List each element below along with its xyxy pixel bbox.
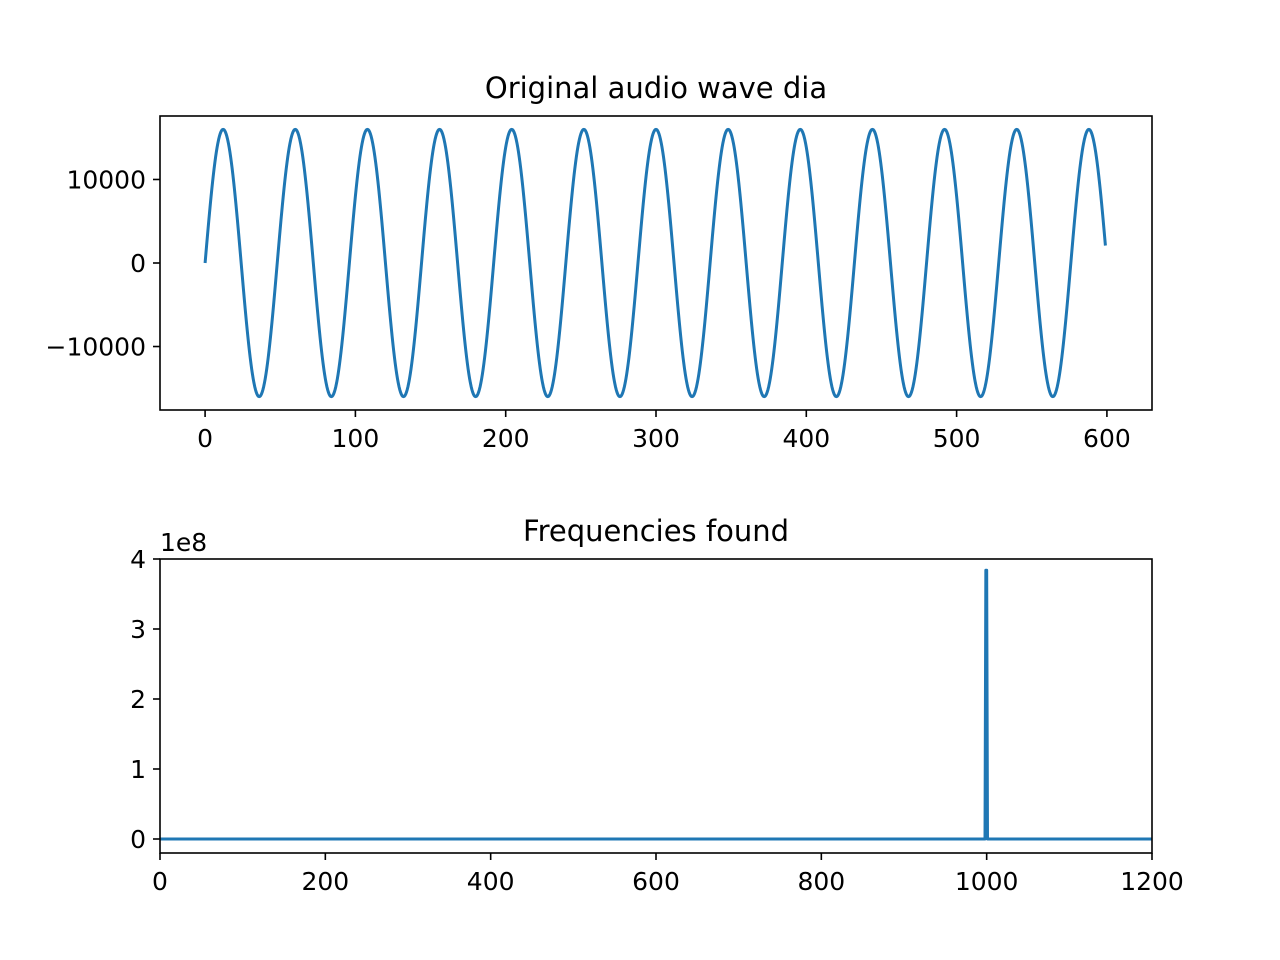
x-tick-label-0-5: 500 (933, 424, 981, 453)
x-tick-label-1-3: 600 (632, 867, 680, 896)
y-offset-label-1: 1e8 (160, 528, 207, 557)
x-tick-label-1-1: 200 (301, 867, 349, 896)
y-tick-label-0-0: −10000 (46, 333, 146, 362)
x-tick-label-0-1: 100 (332, 424, 380, 453)
x-tick-label-0-6: 600 (1083, 424, 1131, 453)
y-tick-label-1-2: 2 (130, 685, 146, 714)
x-tick-label-0-4: 400 (782, 424, 830, 453)
y-tick-label-1-3: 3 (130, 615, 146, 644)
x-tick-label-0-3: 300 (632, 424, 680, 453)
y-tick-label-1-1: 1 (130, 755, 146, 784)
series-line-1-0 (160, 568, 1152, 841)
chart-title-0: Original audio wave dia (485, 71, 827, 105)
x-tick-label-1-6: 1200 (1120, 867, 1184, 896)
x-tick-label-1-0: 0 (152, 867, 168, 896)
x-tick-label-0-0: 0 (197, 424, 213, 453)
frequency-chart: 0 200 400 600 800 1000 1200 0 1 2 3 4 Frequencies fo… (130, 514, 1184, 896)
chart-title-1: Frequencies found (523, 514, 789, 548)
x-tick-label-1-5: 1000 (955, 867, 1019, 896)
x-tick-label-1-4: 800 (797, 867, 845, 896)
x-tick-label-0-2: 200 (482, 424, 530, 453)
waveform-chart: 0 100 200 300 400 500 600 −10000 0 10000 Original … (46, 71, 1153, 453)
x-tick-label-1-2: 400 (467, 867, 515, 896)
y-tick-label-1-4: 4 (130, 545, 146, 574)
y-tick-label-1-0: 0 (130, 825, 146, 854)
y-tick-label-0-1: 0 (130, 249, 146, 278)
y-tick-label-0-2: 10000 (66, 165, 146, 194)
series-line-0-0 (203, 127, 1107, 399)
